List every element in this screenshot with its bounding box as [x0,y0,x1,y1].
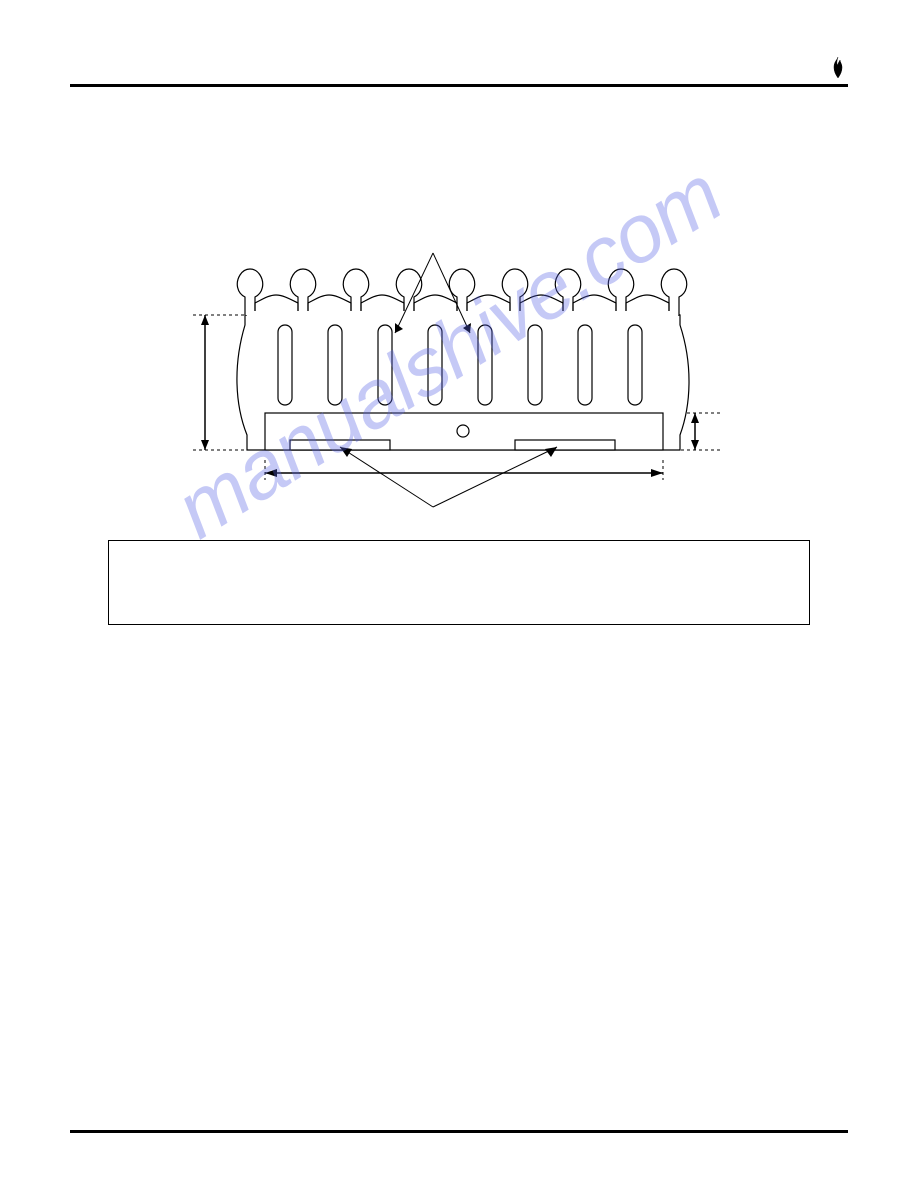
info-box [108,540,810,625]
header-rule [70,84,848,87]
flame-icon [828,55,848,86]
footer-rule [70,1130,848,1133]
grate-diagram [185,225,725,505]
page-container: manualshive.com [0,0,918,1188]
